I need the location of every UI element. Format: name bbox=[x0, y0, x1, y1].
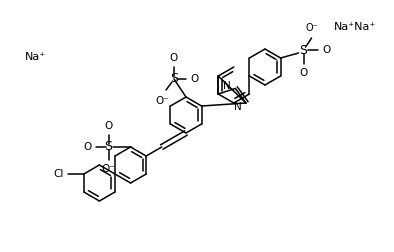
Text: O: O bbox=[83, 142, 91, 152]
Text: O: O bbox=[104, 121, 113, 131]
Text: N: N bbox=[234, 102, 242, 112]
Text: S: S bbox=[299, 44, 308, 56]
Text: O: O bbox=[323, 45, 331, 55]
Text: S: S bbox=[170, 73, 178, 85]
Text: O⁻: O⁻ bbox=[155, 96, 169, 106]
Text: O: O bbox=[299, 68, 308, 78]
Text: Na⁺: Na⁺ bbox=[24, 52, 46, 62]
Text: O: O bbox=[190, 74, 198, 84]
Text: Cl: Cl bbox=[54, 169, 64, 179]
Text: S: S bbox=[104, 141, 113, 153]
Text: Na⁺Na⁺: Na⁺Na⁺ bbox=[334, 22, 376, 32]
Text: O⁻: O⁻ bbox=[102, 164, 115, 174]
Text: O⁻: O⁻ bbox=[305, 23, 318, 33]
Text: O: O bbox=[170, 53, 178, 63]
Text: N: N bbox=[223, 81, 230, 91]
